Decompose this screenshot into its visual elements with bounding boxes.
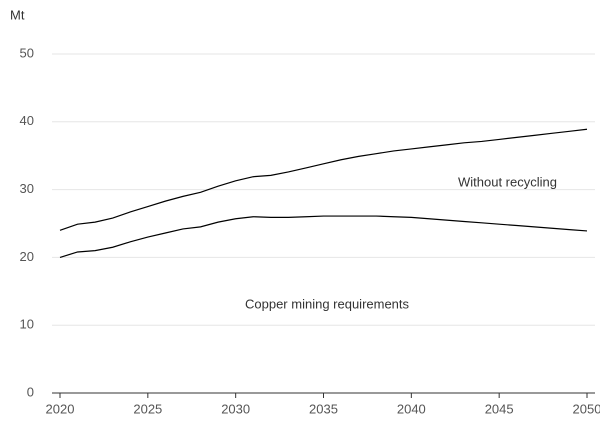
series-label: Without recycling bbox=[458, 174, 557, 189]
y-tick-label: 20 bbox=[20, 249, 34, 264]
y-tick-label: 10 bbox=[20, 317, 34, 332]
y-tick-label: 30 bbox=[20, 181, 34, 196]
x-tick-label: 2030 bbox=[221, 401, 250, 416]
x-tick-label: 2050 bbox=[573, 401, 600, 416]
series-label: Copper mining requirements bbox=[245, 296, 410, 311]
y-tick-label: 0 bbox=[27, 384, 34, 399]
series-line bbox=[59, 128, 588, 231]
x-tick-label: 2020 bbox=[46, 401, 75, 416]
x-tick-label: 2035 bbox=[309, 401, 338, 416]
x-tick-label: 2045 bbox=[485, 401, 514, 416]
y-tick-label: 50 bbox=[20, 45, 34, 60]
y-tick-label: 40 bbox=[20, 113, 34, 128]
x-tick-label: 2040 bbox=[397, 401, 426, 416]
series-line bbox=[59, 215, 588, 258]
y-axis-unit: Mt bbox=[10, 7, 25, 22]
x-tick-label: 2025 bbox=[133, 401, 162, 416]
